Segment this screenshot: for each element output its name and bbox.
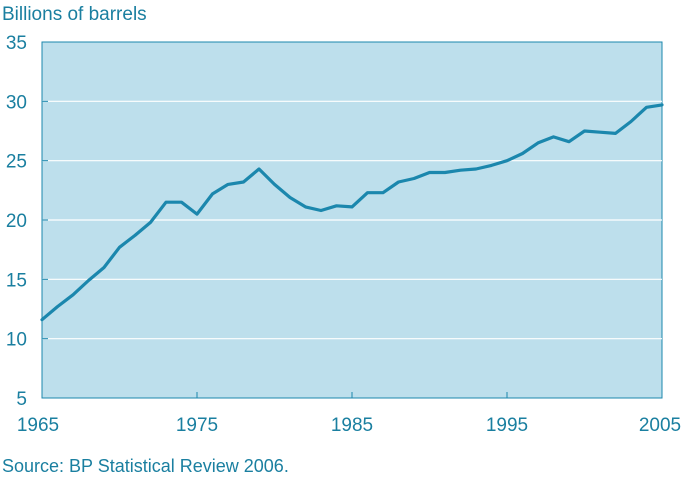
- y-tick-label: 20: [6, 211, 27, 232]
- y-tick-label: 10: [6, 330, 27, 351]
- y-axis-title: Billions of barrels: [2, 4, 147, 25]
- y-tick-label: 35: [6, 33, 27, 54]
- x-tick-label: 1985: [331, 415, 373, 436]
- tick-labels: 5 10 15 20 25 30 35 1965 1975 1985 1995 2005: [6, 33, 681, 436]
- series-line: [40, 103, 664, 322]
- x-tick-label: 1995: [486, 415, 528, 436]
- grid-lines: [42, 100, 662, 340]
- y-tick-label: 30: [6, 92, 27, 113]
- x-tick-label: 1975: [176, 415, 218, 436]
- axis-ticks: [41, 41, 663, 399]
- source-note: Source: BP Statistical Review 2006.: [2, 456, 289, 476]
- x-tick-label: 2005: [639, 415, 681, 436]
- y-tick-label: 25: [6, 152, 27, 173]
- y-tick-label: 15: [6, 270, 27, 291]
- series-layer: [40, 103, 664, 322]
- x-tick-label: 1965: [17, 415, 59, 436]
- y-tick-label: 5: [16, 389, 27, 410]
